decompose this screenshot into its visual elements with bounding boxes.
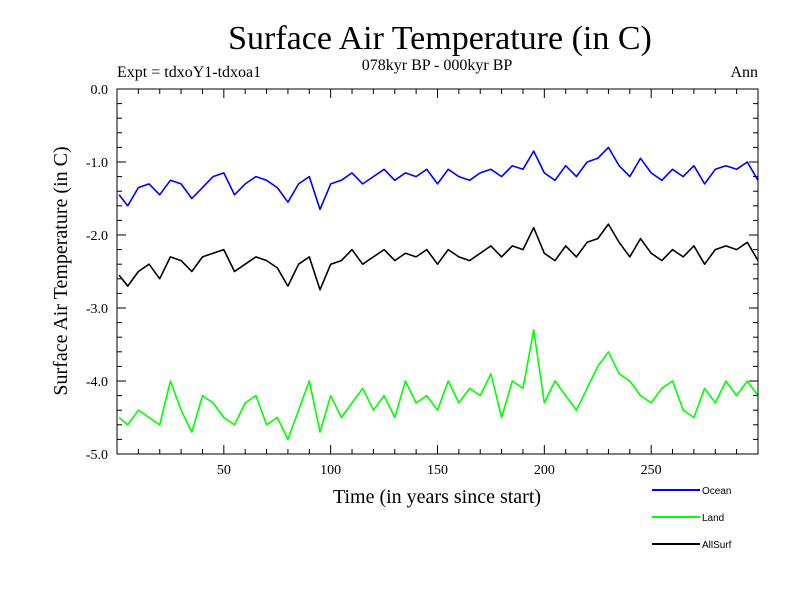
series-lines	[118, 146, 759, 441]
axis-ticks	[117, 88, 758, 455]
y-tick-label: -1.0	[86, 156, 108, 171]
x-tick-label: 150	[427, 463, 448, 478]
expt-label: Expt = tdxoY1-tdxoa1	[117, 64, 261, 81]
y-tick-label: -4.0	[86, 375, 108, 390]
chart-subtitle: 078kyr BP - 000kyr BP	[362, 57, 513, 74]
legend-label-land: Land	[702, 513, 724, 524]
x-axis-label: Time (in years since start)	[333, 486, 541, 508]
x-tick-label: 250	[641, 463, 662, 478]
series-line-land	[118, 329, 759, 441]
y-tick-label: 0.0	[91, 83, 109, 98]
y-tick-label: -5.0	[86, 448, 108, 463]
legend-label-ocean: Ocean	[702, 486, 731, 497]
plot-frame	[116, 88, 759, 455]
legend-label-allsurf: AllSurf	[702, 540, 732, 551]
series-line-allsurf	[118, 223, 759, 291]
y-tick-label: -2.0	[86, 229, 108, 244]
x-tick-labels: 50 100 150 200 250	[217, 463, 662, 478]
y-axis-label: Surface Air Temperature (in C)	[50, 146, 72, 395]
x-tick-label: 100	[320, 463, 341, 478]
x-tick-label: 50	[217, 463, 231, 478]
x-tick-label: 200	[534, 463, 555, 478]
y-tick-labels: 0.0 -1.0 -2.0 -3.0 -4.0 -5.0	[86, 83, 108, 463]
y-tick-label: -3.0	[86, 302, 108, 317]
series-line-ocean	[118, 146, 759, 211]
season-label: Ann	[730, 64, 758, 81]
chart-title: Surface Air Temperature (in C)	[228, 20, 652, 57]
legend: Ocean Land AllSurf	[652, 486, 732, 551]
